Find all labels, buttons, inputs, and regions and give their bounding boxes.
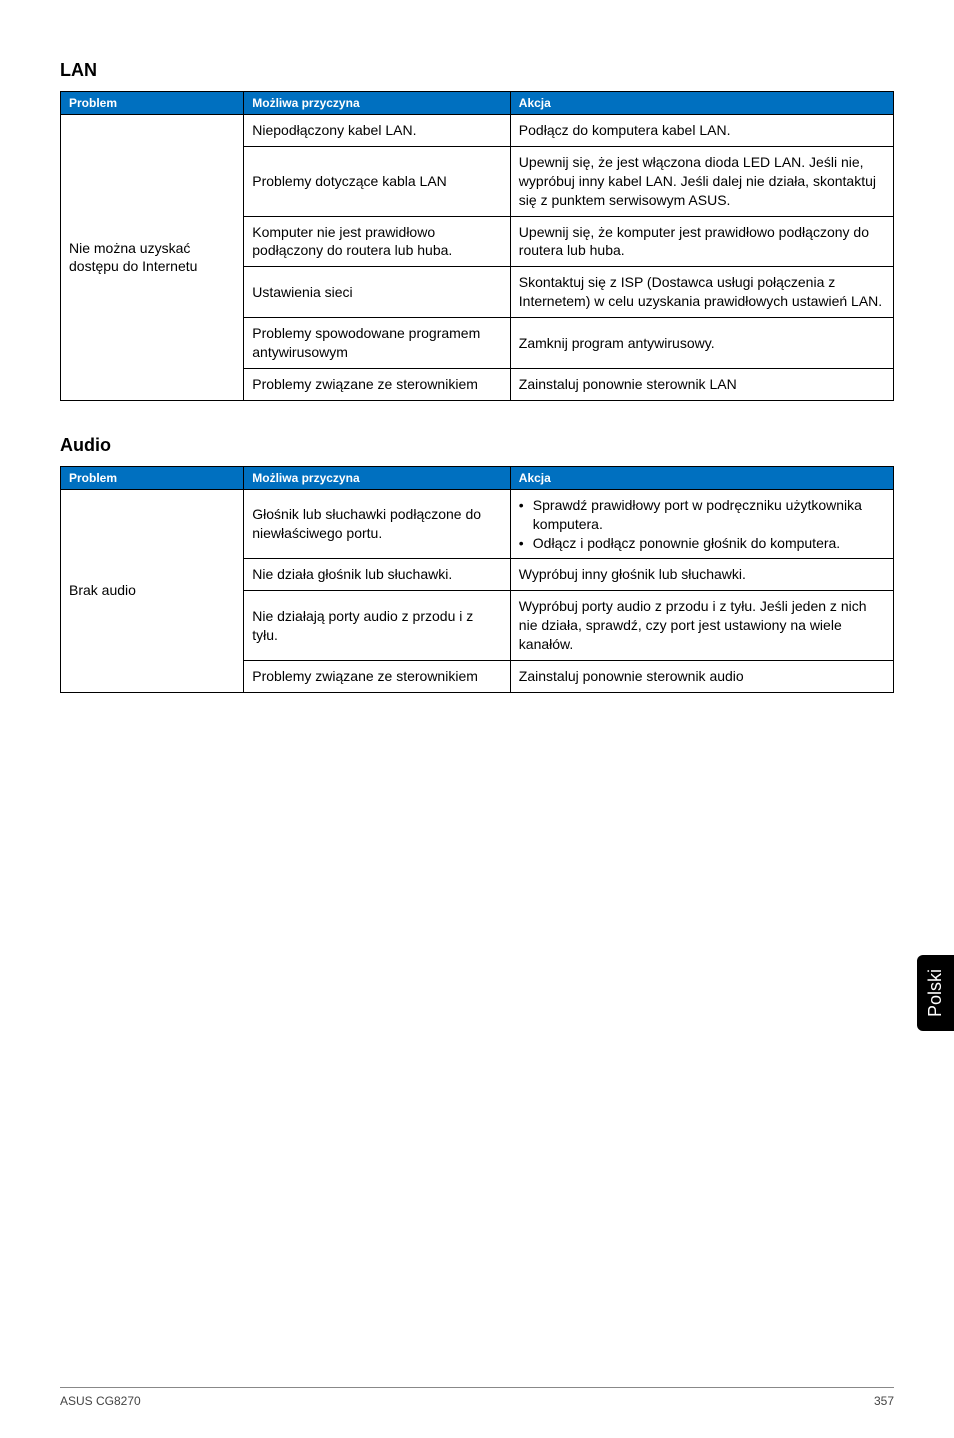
lan-table: Problem Możliwa przyczyna Akcja Nie możn… bbox=[60, 91, 894, 401]
action-cell: Skontaktuj się z ISP (Dostawca usługi po… bbox=[510, 267, 893, 318]
cause-cell: Problemy związane ze sterownikiem bbox=[244, 661, 511, 693]
action-cell: Sprawdź prawidłowy port w podręczniku uż… bbox=[510, 489, 893, 559]
th-cause: Możliwa przyczyna bbox=[244, 466, 511, 489]
th-action: Akcja bbox=[510, 92, 893, 115]
action-cell: Wypróbuj inny głośnik lub słuchawki. bbox=[510, 559, 893, 591]
action-cell: Wypróbuj porty audio z przodu i z tyłu. … bbox=[510, 591, 893, 661]
cause-cell: Niepodłączony kabel LAN. bbox=[244, 115, 511, 147]
cause-cell: Nie działa głośnik lub słuchawki. bbox=[244, 559, 511, 591]
problem-cell: Nie można uzyskać dostępu do Internetu bbox=[61, 115, 244, 401]
table-header-row: Problem Możliwa przyczyna Akcja bbox=[61, 92, 894, 115]
list-item: Odłącz i podłącz ponownie głośnik do kom… bbox=[519, 534, 885, 553]
th-cause: Możliwa przyczyna bbox=[244, 92, 511, 115]
action-cell: Zainstaluj ponownie sterownik audio bbox=[510, 661, 893, 693]
cause-cell: Komputer nie jest prawidłowo podłączony … bbox=[244, 216, 511, 267]
action-cell: Upewnij się, że komputer jest prawidłowo… bbox=[510, 216, 893, 267]
language-tab: Polski bbox=[917, 955, 954, 1031]
list-item: Sprawdź prawidłowy port w podręczniku uż… bbox=[519, 496, 885, 534]
table-header-row: Problem Możliwa przyczyna Akcja bbox=[61, 466, 894, 489]
footer-right: 357 bbox=[874, 1394, 894, 1408]
audio-heading: Audio bbox=[60, 435, 894, 456]
cause-cell: Problemy spowodowane programem antywirus… bbox=[244, 318, 511, 369]
th-problem: Problem bbox=[61, 466, 244, 489]
audio-table: Problem Możliwa przyczyna Akcja Brak aud… bbox=[60, 466, 894, 693]
page-footer: ASUS CG8270 357 bbox=[60, 1387, 894, 1408]
th-problem: Problem bbox=[61, 92, 244, 115]
cause-cell: Problemy związane ze sterownikiem bbox=[244, 368, 511, 400]
table-row: Nie można uzyskać dostępu do Internetu N… bbox=[61, 115, 894, 147]
cause-cell: Głośnik lub słuchawki podłączone do niew… bbox=[244, 489, 511, 559]
action-cell: Zamknij program antywirusowy. bbox=[510, 318, 893, 369]
cause-cell: Nie działają porty audio z przodu i z ty… bbox=[244, 591, 511, 661]
action-cell: Podłącz do komputera kabel LAN. bbox=[510, 115, 893, 147]
problem-cell: Brak audio bbox=[61, 489, 244, 692]
action-cell: Zainstaluj ponownie sterownik LAN bbox=[510, 368, 893, 400]
cause-cell: Problemy dotyczące kabla LAN bbox=[244, 146, 511, 216]
footer-left: ASUS CG8270 bbox=[60, 1394, 141, 1408]
th-action: Akcja bbox=[510, 466, 893, 489]
action-cell: Upewnij się, że jest włączona dioda LED … bbox=[510, 146, 893, 216]
lan-heading: LAN bbox=[60, 60, 894, 81]
table-row: Brak audio Głośnik lub słuchawki podłącz… bbox=[61, 489, 894, 559]
cause-cell: Ustawienia sieci bbox=[244, 267, 511, 318]
